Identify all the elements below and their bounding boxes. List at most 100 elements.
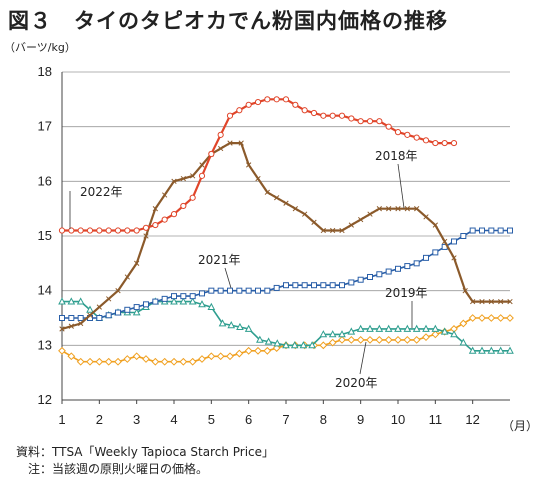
y-tick-label: 13 xyxy=(38,337,52,352)
data-point-marker xyxy=(496,346,505,354)
y-tick-label: 18 xyxy=(38,64,52,79)
data-point-marker xyxy=(356,335,365,344)
data-point-marker xyxy=(386,206,392,212)
data-point-marker xyxy=(320,227,326,234)
data-point-marker xyxy=(432,222,438,228)
data-point-marker xyxy=(208,287,215,294)
data-point-marker xyxy=(143,301,149,308)
data-point-marker xyxy=(86,357,94,366)
data-point-marker xyxy=(357,276,364,283)
data-point-marker xyxy=(238,140,244,146)
data-point-marker xyxy=(283,282,289,289)
series-leader-line xyxy=(359,341,367,375)
x-tick-label: 4 xyxy=(170,412,177,427)
x-tick-label: 10 xyxy=(391,412,405,427)
data-point-marker xyxy=(264,96,271,103)
data-point-marker xyxy=(114,227,122,234)
x-tick-label: 6 xyxy=(245,412,252,427)
series-label-2018: 2018年 xyxy=(375,149,418,163)
data-point-marker xyxy=(308,341,316,349)
data-point-marker xyxy=(76,297,85,305)
data-point-marker xyxy=(375,324,384,332)
data-point-marker xyxy=(95,357,104,366)
data-point-marker xyxy=(338,335,346,344)
data-point-marker xyxy=(412,335,421,344)
data-point-marker xyxy=(367,274,373,280)
data-point-marker xyxy=(273,339,282,347)
series-label-2019: 2019年 xyxy=(385,286,428,300)
data-point-marker xyxy=(358,216,364,223)
series-2022 xyxy=(58,96,458,234)
data-point-marker xyxy=(290,341,299,349)
data-point-marker xyxy=(282,341,290,349)
series-label-2022: 2022年 xyxy=(80,185,123,199)
data-point-marker xyxy=(274,195,280,201)
data-point-marker xyxy=(506,346,514,354)
series-label-2021: 2021年 xyxy=(198,253,241,267)
data-point-marker xyxy=(423,214,429,220)
data-point-marker xyxy=(450,330,458,338)
data-point-marker xyxy=(226,352,234,361)
data-point-marker xyxy=(422,333,430,342)
data-point-marker xyxy=(104,357,113,366)
data-point-marker xyxy=(171,178,177,184)
data-point-marker xyxy=(498,298,504,305)
data-point-marker xyxy=(487,314,496,322)
data-point-marker xyxy=(105,227,112,234)
data-point-marker xyxy=(330,227,336,234)
data-point-marker xyxy=(459,319,468,328)
series-label-2020: 2020年 xyxy=(335,376,378,390)
data-point-marker xyxy=(217,131,224,138)
data-point-marker xyxy=(301,107,308,114)
data-point-marker xyxy=(68,227,75,234)
data-point-marker xyxy=(488,298,494,305)
data-point-marker xyxy=(469,227,476,234)
data-point-marker xyxy=(264,287,271,294)
x-tick-label: 3 xyxy=(133,412,140,427)
data-point-marker xyxy=(488,227,495,234)
data-point-marker xyxy=(385,268,392,275)
x-tick-label: 9 xyxy=(357,412,364,427)
data-point-marker xyxy=(320,112,327,119)
data-point-marker xyxy=(385,123,392,130)
data-point-marker xyxy=(311,219,317,225)
data-point-marker xyxy=(96,304,102,310)
data-point-marker xyxy=(59,315,65,321)
data-point-marker xyxy=(302,211,308,217)
data-point-marker xyxy=(105,312,112,319)
data-point-marker xyxy=(227,287,233,294)
data-point-marker xyxy=(394,324,402,332)
data-point-marker xyxy=(459,338,468,346)
footnote: 注：当該週の原則火曜日の価格。 xyxy=(16,462,209,476)
data-point-marker xyxy=(207,302,216,310)
data-point-marker xyxy=(375,335,384,344)
data-point-marker xyxy=(413,134,420,141)
data-point-marker xyxy=(68,315,75,321)
data-point-marker xyxy=(255,175,261,182)
data-point-marker xyxy=(422,324,430,332)
data-point-marker xyxy=(338,330,346,338)
data-point-marker xyxy=(96,315,103,321)
y-tick-label: 12 xyxy=(38,392,52,407)
data-point-marker xyxy=(470,298,476,305)
data-point-marker xyxy=(394,335,402,344)
data-point-marker xyxy=(440,327,449,335)
data-point-marker xyxy=(87,312,93,318)
data-point-marker xyxy=(328,338,337,347)
y-tick-label: 17 xyxy=(38,119,52,134)
data-point-marker xyxy=(179,357,188,366)
x-tick-label: 8 xyxy=(320,412,327,427)
data-point-marker xyxy=(310,109,318,117)
data-point-marker xyxy=(152,221,159,229)
data-point-marker xyxy=(432,139,439,147)
data-point-marker xyxy=(348,279,355,286)
data-point-marker xyxy=(236,322,244,331)
data-point-marker xyxy=(468,346,477,354)
data-point-marker xyxy=(319,330,328,338)
x-tick-label: 7 xyxy=(282,412,289,427)
data-point-marker xyxy=(58,346,66,355)
data-point-marker xyxy=(328,330,337,338)
data-point-marker xyxy=(59,326,65,332)
data-point-marker xyxy=(198,355,206,363)
data-point-marker xyxy=(320,282,327,289)
